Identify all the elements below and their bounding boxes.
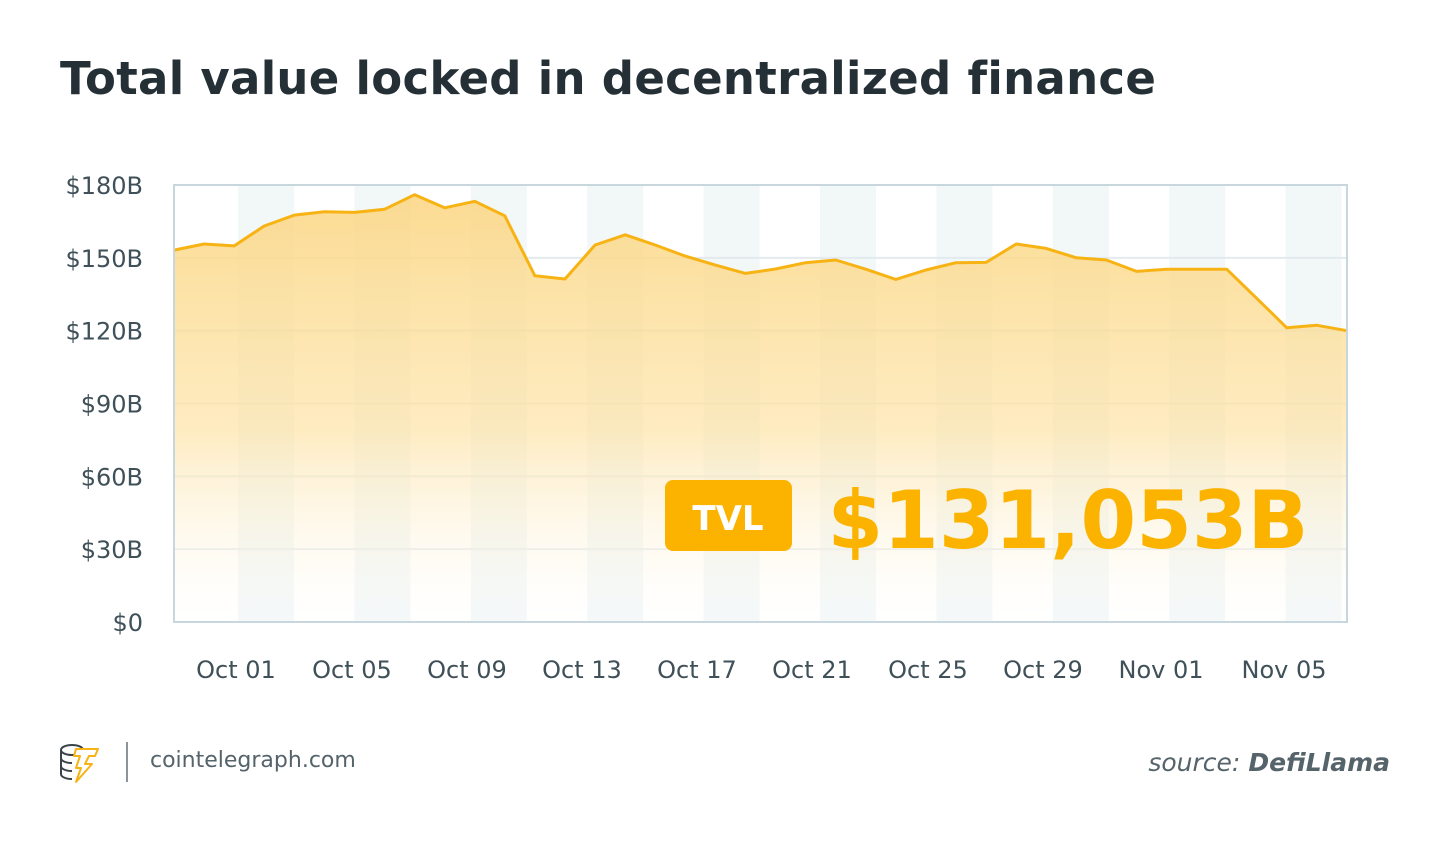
x-tick-label: Oct 21 xyxy=(772,656,852,684)
y-tick-label: $60B xyxy=(81,463,143,491)
chart-title: Total value locked in decentralized fina… xyxy=(60,52,1157,105)
y-axis: $0 $30B $60B $90B $120B $150B $180B xyxy=(65,172,143,637)
y-tick-label: $120B xyxy=(65,318,143,346)
y-tick-label: $180B xyxy=(65,172,143,200)
plot-frame xyxy=(173,184,1348,623)
tvl-badge-label: TVL xyxy=(692,499,763,539)
x-tick-label: Oct 25 xyxy=(888,656,968,684)
x-tick-label: Oct 13 xyxy=(542,656,622,684)
x-tick-label: Oct 17 xyxy=(657,656,737,684)
x-tick-label: Oct 29 xyxy=(1003,656,1083,684)
y-tick-label: $30B xyxy=(81,536,143,564)
source-credit: source: DefiLlama xyxy=(1148,748,1390,777)
x-tick-label: Nov 01 xyxy=(1118,656,1203,684)
x-axis: Oct 01 Oct 05 Oct 09 Oct 13 Oct 17 Oct 21 Oct … xyxy=(196,656,1326,684)
x-tick-label: Oct 05 xyxy=(312,656,392,684)
tvl-area-fill xyxy=(174,194,1347,622)
x-tick-label: Nov 05 xyxy=(1241,656,1326,684)
tvl-badge xyxy=(665,480,792,551)
y-tick-label: $90B xyxy=(81,391,143,419)
x-tick-label: Oct 09 xyxy=(427,656,507,684)
tvl-value: $131,053B xyxy=(827,474,1308,567)
source-name: DefiLlama xyxy=(1248,748,1390,777)
y-tick-label: $150B xyxy=(65,245,143,273)
tvl-annotation: TVL $131,053B xyxy=(665,474,1309,567)
x-tick-label: Oct 01 xyxy=(196,656,276,684)
footer-site: cointelegraph.com xyxy=(150,748,356,773)
y-tick-label: $0 xyxy=(112,609,143,637)
footer-divider xyxy=(126,742,128,782)
tvl-line xyxy=(173,193,1348,333)
source-prefix: source: xyxy=(1148,748,1241,777)
data-points xyxy=(173,194,1348,331)
